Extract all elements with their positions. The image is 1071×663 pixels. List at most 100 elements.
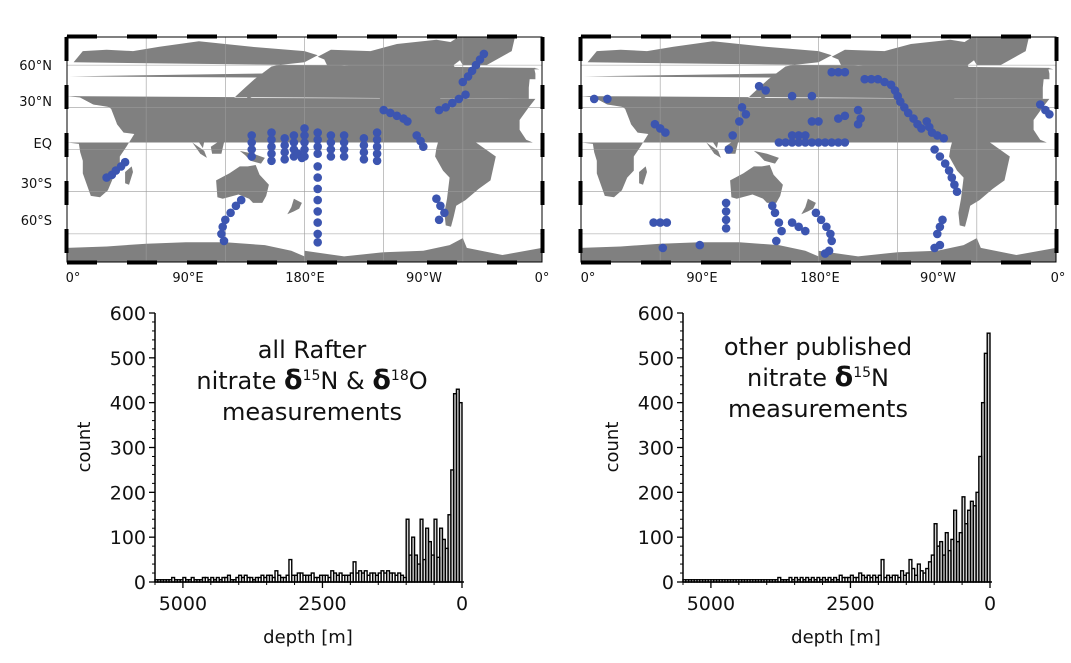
frame-dash-right	[1054, 85, 1059, 109]
station-point	[300, 152, 309, 161]
frame-dash-top	[247, 34, 277, 39]
x-tick-labels: 5000 2500 0	[159, 593, 468, 615]
station-point	[761, 86, 770, 95]
station-point	[939, 134, 949, 143]
station-point	[952, 187, 962, 196]
station-point	[935, 152, 945, 161]
station-point	[458, 77, 468, 87]
station-point	[840, 111, 850, 121]
y-tick-label: 500	[638, 348, 674, 370]
station-point	[267, 142, 276, 151]
station-point	[724, 145, 734, 154]
station-point	[479, 49, 489, 59]
land-japan	[238, 87, 255, 106]
station-point	[661, 128, 670, 137]
lon-tick-90e: 90°E	[172, 271, 203, 286]
station-point	[930, 145, 939, 154]
frame-dash-bottom	[247, 260, 277, 265]
y-tick-label: 400	[638, 393, 674, 415]
station-point	[933, 131, 942, 140]
frame-dash-bottom	[821, 260, 851, 265]
station-point	[816, 215, 826, 225]
station-point	[313, 173, 322, 182]
frame-dash-right	[540, 229, 545, 253]
map-right-published	[578, 34, 1059, 265]
station-point	[386, 108, 395, 118]
station-point	[454, 94, 464, 104]
station-point	[834, 138, 843, 147]
frame-dash-right	[1054, 133, 1059, 157]
station-point	[807, 138, 817, 147]
frame-dash-bottom	[487, 260, 517, 265]
station-point	[247, 138, 256, 147]
frame-dash-bottom	[307, 260, 337, 265]
frame-dash-left	[64, 37, 69, 61]
lon-tick-180e: 180°E	[800, 271, 840, 286]
frame-dash-bottom	[641, 260, 671, 265]
station-point	[695, 240, 705, 250]
station-point	[313, 128, 322, 137]
station-point	[300, 145, 309, 154]
map-frame	[578, 34, 1059, 265]
station-point	[827, 236, 836, 246]
frame-dash-left	[578, 85, 583, 109]
station-point	[794, 222, 803, 232]
annotation-line-1: other published	[724, 333, 912, 361]
graticule	[581, 37, 1056, 262]
land-sumatra	[192, 142, 207, 158]
station-point	[120, 157, 130, 167]
lon-tick-90w: 90°W	[920, 271, 956, 286]
station-point	[822, 222, 831, 232]
station-point	[267, 135, 276, 144]
station-point	[379, 105, 389, 115]
station-points	[589, 67, 1054, 258]
station-point	[935, 222, 945, 232]
lon-tick-0: 0°	[581, 271, 596, 286]
frame-dash-top	[127, 34, 157, 39]
annotation-line-3: measurements	[222, 398, 402, 426]
station-point	[867, 74, 876, 84]
station-point	[880, 77, 889, 87]
frame-dash-top	[487, 34, 517, 39]
station-point	[372, 135, 382, 144]
y-tick-label: 200	[638, 482, 674, 504]
station-point	[947, 173, 957, 182]
y-tick-label: 400	[110, 393, 146, 415]
frame-dash-top	[581, 34, 611, 39]
land-madagascar	[639, 166, 647, 185]
station-point	[814, 138, 823, 147]
histogram-axes	[677, 312, 992, 588]
station-point	[768, 201, 777, 211]
histogram-axes	[149, 312, 464, 588]
land-antarctica	[581, 242, 819, 262]
station-point	[801, 138, 810, 147]
station-point	[737, 103, 747, 112]
station-point	[403, 117, 412, 126]
x-axis-label: depth [m]	[791, 627, 881, 648]
station-point	[313, 238, 322, 247]
x-axis-label: depth [m]	[263, 627, 353, 648]
station-point	[461, 90, 470, 99]
land-antarctica	[818, 238, 1056, 262]
land-antarctica	[67, 242, 305, 262]
station-point	[392, 111, 402, 121]
land-australia	[216, 165, 269, 203]
y-tick-label: 0	[134, 572, 146, 594]
station-point	[933, 229, 942, 239]
annotation-line-2: nitrate δ15N	[747, 362, 889, 393]
frame-dash-bottom	[581, 260, 611, 265]
y-tick-label: 600	[110, 303, 146, 325]
station-point	[313, 184, 322, 194]
land-newzealand	[801, 198, 816, 215]
station-point	[950, 180, 959, 189]
frame-dash-right	[540, 133, 545, 157]
station-point	[313, 229, 322, 239]
x-tick-label: 2500	[298, 593, 346, 615]
station-point	[326, 131, 336, 140]
longitude-labels-right: 0° 90°E 180°E 90°W 0°	[581, 271, 1066, 286]
annotation-line-3: measurements	[728, 395, 908, 423]
station-point	[432, 194, 441, 203]
station-point	[267, 156, 276, 166]
station-point	[339, 138, 349, 147]
station-point	[860, 74, 869, 84]
